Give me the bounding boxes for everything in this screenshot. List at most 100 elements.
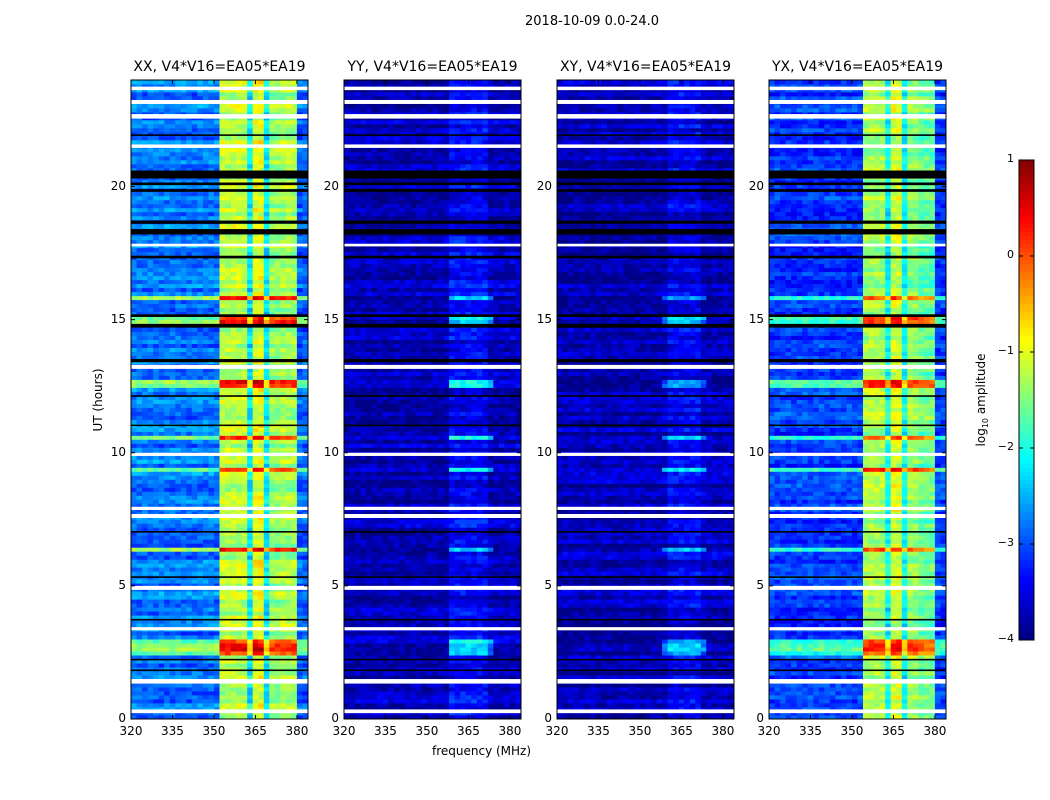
heatmap-cell <box>225 104 231 108</box>
heatmap-cell <box>236 687 242 691</box>
heatmap-cell <box>203 495 209 499</box>
heatmap-cell <box>181 104 187 108</box>
heatmap-cell <box>247 156 253 160</box>
heatmap-cell <box>280 140 286 144</box>
heatmap-cell <box>214 128 220 132</box>
heatmap-cell <box>153 248 159 252</box>
heatmap-cell <box>258 264 264 268</box>
heatmap-cell <box>197 212 203 216</box>
heatmap-cell <box>297 304 303 308</box>
heatmap-cell <box>148 400 154 404</box>
heatmap-cell <box>131 156 137 160</box>
heatmap-cell <box>258 240 264 244</box>
heatmap-cell <box>164 663 170 667</box>
heatmap-cell <box>203 547 209 551</box>
heatmap-cell <box>159 292 165 296</box>
heatmap-cell <box>291 519 297 523</box>
heatmap-cell <box>197 216 203 220</box>
heatmap-cell <box>297 284 303 288</box>
heatmap-cell <box>208 196 214 200</box>
heatmap-cell <box>242 463 248 467</box>
heatmap-cell <box>175 675 181 679</box>
heatmap-cell <box>192 164 198 168</box>
heatmap-cell <box>236 543 242 547</box>
heatmap-cell <box>253 671 259 675</box>
heatmap-cell <box>280 555 286 559</box>
heatmap-cell <box>175 108 181 112</box>
heatmap-cell <box>192 635 198 639</box>
heatmap-cell <box>247 352 253 356</box>
heatmap-cell <box>181 332 187 336</box>
heatmap-cell <box>297 695 303 699</box>
heatmap-cell <box>137 420 143 424</box>
heatmap-cell <box>208 328 214 332</box>
heatmap-cell <box>291 551 297 555</box>
heatmap-cell <box>247 280 253 284</box>
heatmap-cell <box>197 535 203 539</box>
heatmap-cell <box>208 535 214 539</box>
heatmap-cell <box>242 671 248 675</box>
heatmap-cell <box>236 631 242 635</box>
heatmap-cell <box>231 671 237 675</box>
heatmap-cell <box>264 160 270 164</box>
heatmap-cell <box>203 328 209 332</box>
heatmap-cell <box>208 272 214 276</box>
heatmap-cell <box>153 535 159 539</box>
heatmap-cell <box>192 348 198 352</box>
heatmap-cell <box>197 200 203 204</box>
heatmap-cell <box>275 372 281 376</box>
heatmap-cell <box>153 547 159 551</box>
heatmap-cell <box>258 703 264 707</box>
heatmap-cell <box>297 408 303 412</box>
heatmap-cell <box>280 567 286 571</box>
heatmap-cell <box>192 400 198 404</box>
heatmap-cell <box>153 559 159 563</box>
heatmap-cell <box>208 563 214 567</box>
heatmap-cell <box>203 475 209 479</box>
heatmap-cell <box>192 535 198 539</box>
heatmap-cell <box>203 635 209 639</box>
heatmap-cell <box>175 372 181 376</box>
heatmap-cell <box>242 519 248 523</box>
heatmap-cell <box>186 499 192 503</box>
heatmap-cell <box>291 352 297 356</box>
heatmap-cell <box>175 635 181 639</box>
heatmap-cell <box>137 264 143 268</box>
heatmap-cell <box>247 164 253 168</box>
heatmap-cell <box>247 304 253 308</box>
heatmap-cell <box>131 236 137 240</box>
heatmap-cell <box>264 408 270 412</box>
heatmap-cell <box>131 551 137 555</box>
heatmap-cell <box>231 635 237 639</box>
heatmap-cell <box>197 459 203 463</box>
heatmap-cell <box>208 372 214 376</box>
heatmap-cell <box>164 336 170 340</box>
heatmap-cell <box>159 567 165 571</box>
heatmap-cell <box>148 499 154 503</box>
heatmap-cell <box>280 663 286 667</box>
heatmap-cell <box>203 599 209 603</box>
heatmap-cell <box>291 384 297 388</box>
heatmap-cell <box>236 276 242 280</box>
heatmap-cell <box>286 571 292 575</box>
heatmap-cell <box>153 639 159 643</box>
heatmap-cell <box>291 284 297 288</box>
heatmap-cell <box>269 559 275 563</box>
heatmap-cell <box>231 384 237 388</box>
heatmap-cell <box>269 435 275 439</box>
heatmap-cell <box>264 567 270 571</box>
heatmap-cell <box>264 148 270 152</box>
heatmap-cell <box>286 635 292 639</box>
heatmap-cell <box>275 308 281 312</box>
heatmap-cell <box>247 416 253 420</box>
heatmap-cell <box>197 120 203 124</box>
heatmap-cell <box>264 196 270 200</box>
heatmap-cell <box>225 491 231 495</box>
heatmap-cell <box>297 212 303 216</box>
heatmap-cell <box>153 280 159 284</box>
heatmap-cell <box>231 300 237 304</box>
heatmap-cell <box>170 104 176 108</box>
heatmap-cell <box>242 380 248 384</box>
heatmap-cell <box>203 539 209 543</box>
heatmap-cell <box>269 340 275 344</box>
